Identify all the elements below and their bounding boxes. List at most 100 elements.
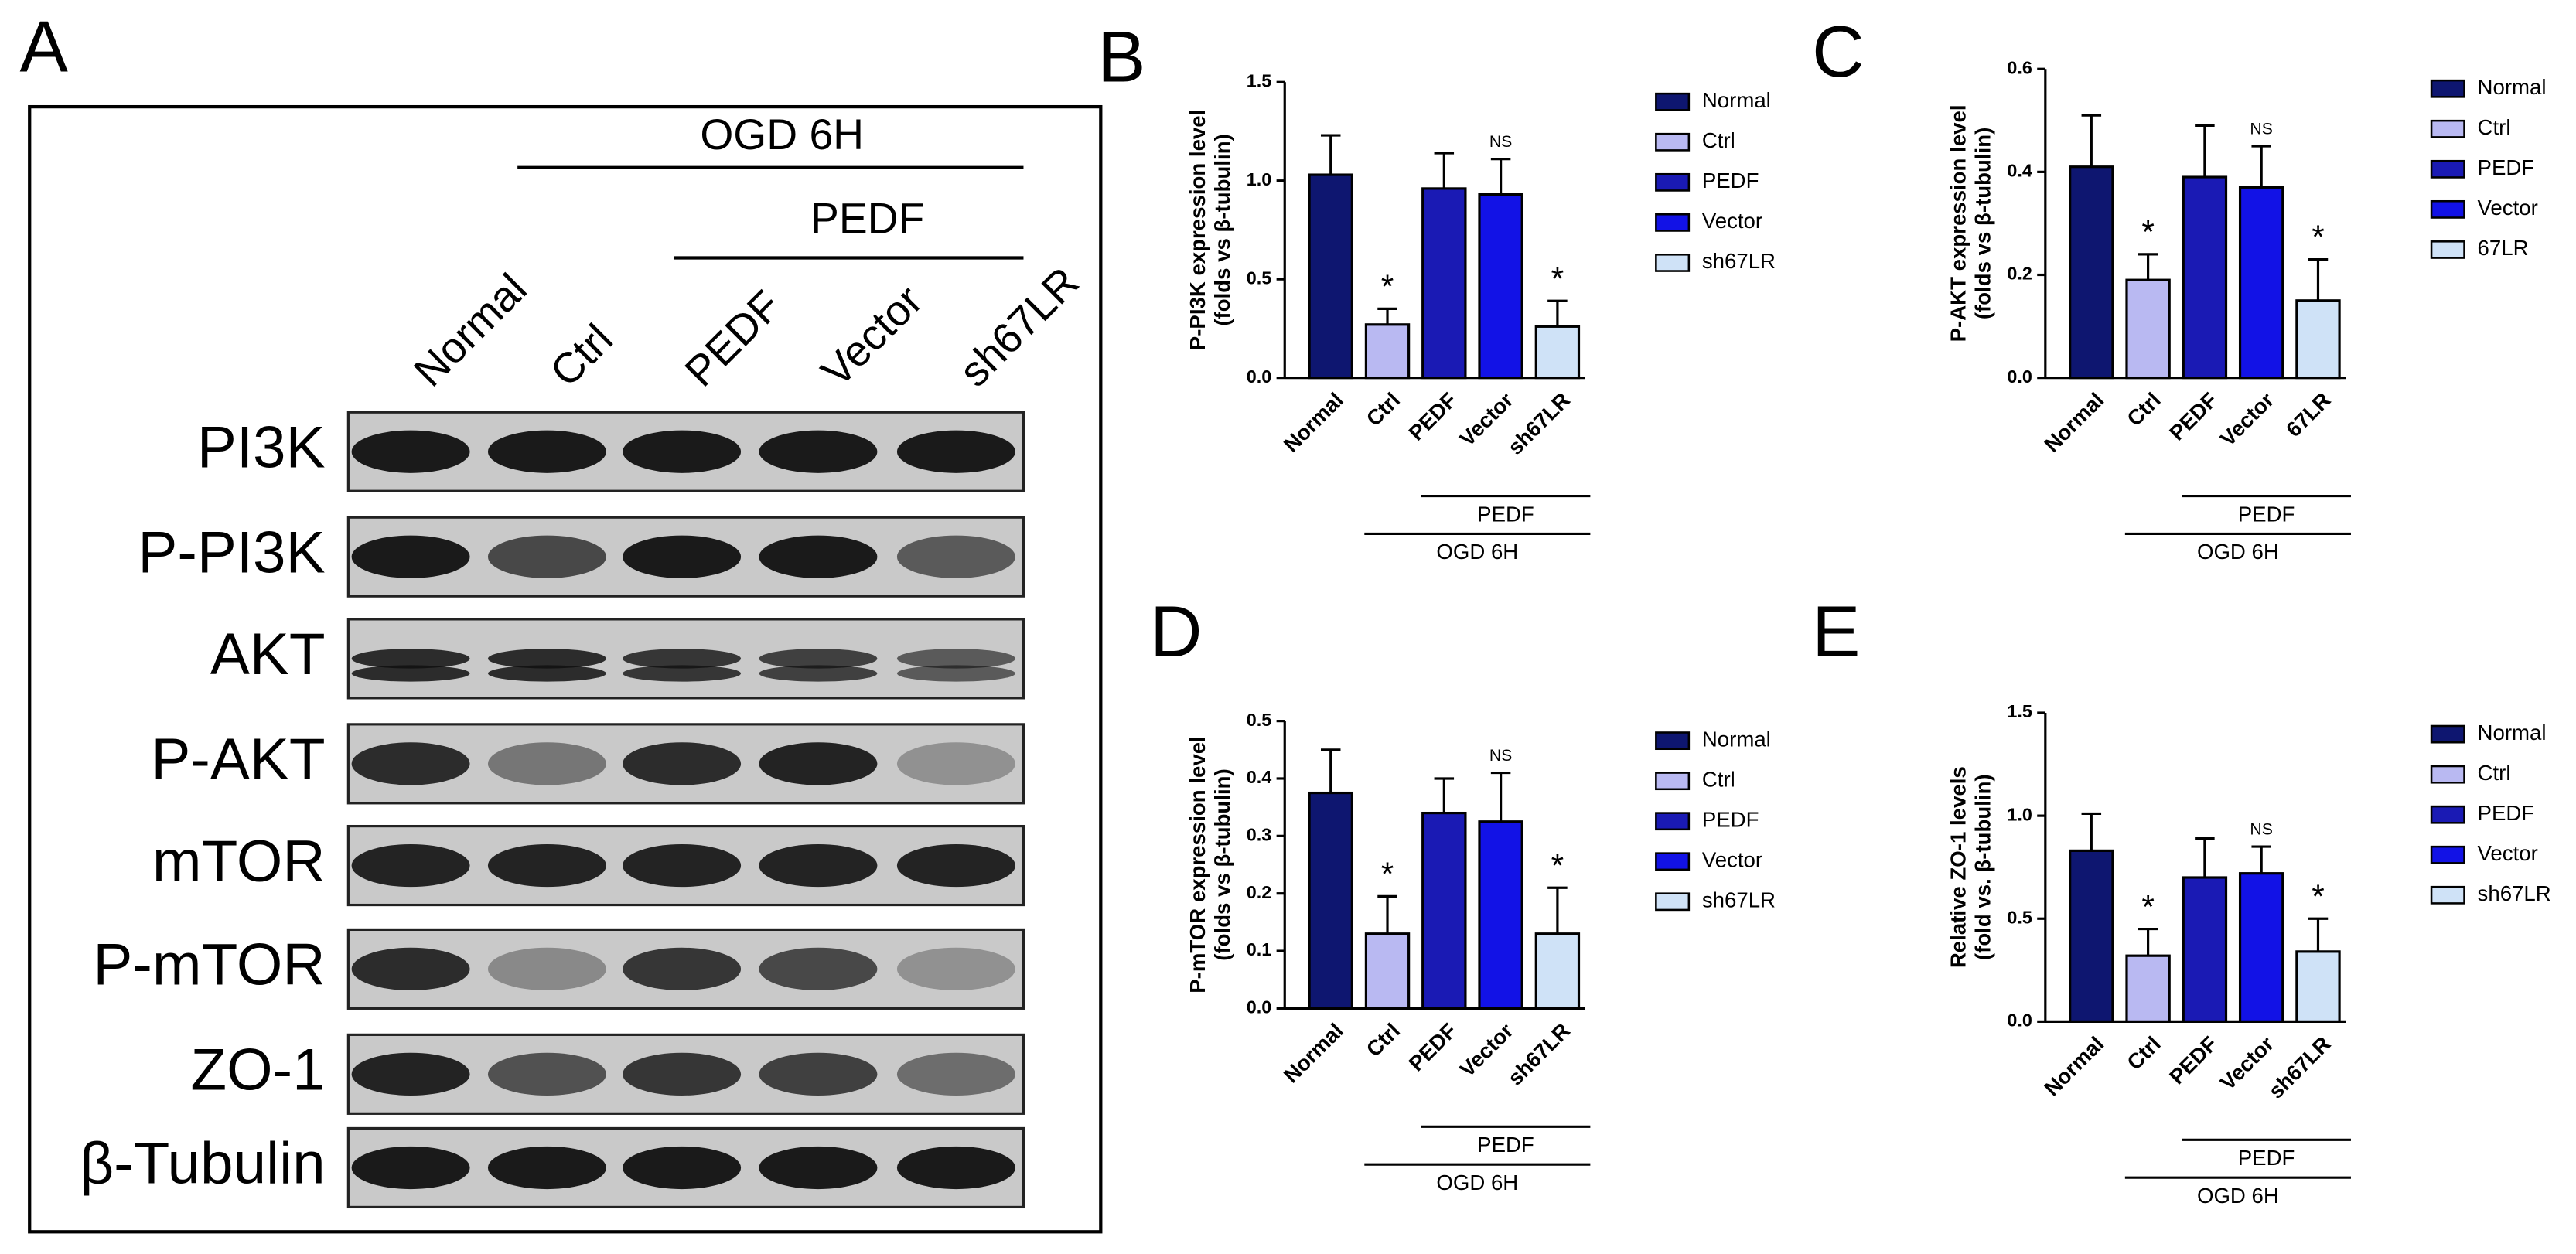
band	[896, 535, 1015, 578]
band	[351, 1146, 470, 1190]
legend-swatch	[2430, 159, 2465, 179]
legend-label: Vector	[1702, 209, 1762, 233]
legend-label: PEDF	[1702, 169, 1759, 193]
y-axis-label: (fold vs. β-tubulin)	[1971, 774, 1995, 960]
legend-label: PEDF	[1702, 808, 1759, 832]
x-tick-label: Vector	[2216, 387, 2279, 451]
x-tick-label: Ctrl	[2122, 1031, 2165, 1075]
legend-swatch	[2430, 765, 2465, 784]
group-label: PEDF	[2238, 502, 2295, 526]
band	[623, 1052, 742, 1096]
y-tick-label: 0.5	[2007, 907, 2032, 927]
protein-label: AKT	[210, 622, 326, 687]
legend-swatch	[1655, 172, 1691, 192]
y-tick-label: 0.0	[2007, 366, 2032, 387]
y-tick-label: 0.5	[1247, 267, 1271, 288]
y-tick-label: 1.5	[2007, 701, 2032, 721]
lane-label: Normal	[404, 264, 536, 396]
legend-swatch	[2430, 240, 2465, 259]
band	[487, 742, 606, 785]
band	[896, 947, 1015, 991]
group-label: OGD 6H	[1436, 1171, 1518, 1194]
x-tick-label: PEDF	[2165, 388, 2222, 445]
bar	[1308, 791, 1353, 1010]
x-tick-label: Ctrl	[1362, 1018, 1405, 1061]
band	[759, 430, 878, 473]
bar	[2125, 278, 2171, 380]
legend-label: sh67LR	[2478, 881, 2551, 905]
x-tick-label: Ctrl	[1362, 388, 1405, 431]
x-tick-label: sh67LR	[1503, 1018, 1575, 1089]
y-tick-label: 0.2	[2007, 264, 2032, 284]
band	[623, 843, 742, 888]
bar	[1308, 173, 1353, 380]
group-label: PEDF	[2238, 1146, 2295, 1170]
lane-label: PEDF	[676, 281, 790, 396]
y-tick-label: 0.4	[1247, 767, 1271, 787]
y-tick-label: 0.0	[1247, 997, 1271, 1017]
bar	[2069, 165, 2114, 380]
legend-swatch	[2430, 805, 2465, 824]
band	[623, 649, 742, 669]
bar	[1364, 932, 1411, 1010]
x-tick-label: sh67LR	[1503, 388, 1575, 459]
legend-label: PEDF	[2478, 801, 2535, 825]
band	[623, 1146, 742, 1190]
band	[351, 649, 470, 669]
legend-label: Vector	[2478, 841, 2538, 865]
group-label: PEDF	[1477, 1133, 1534, 1157]
legend-swatch	[1655, 812, 1691, 831]
significance: *	[1381, 269, 1394, 305]
panel-label: D	[1150, 591, 1203, 672]
y-tick-label: 0.5	[1247, 710, 1271, 730]
bar	[1534, 325, 1581, 380]
significance: *	[2141, 889, 2155, 925]
bar	[1421, 187, 1467, 380]
band	[759, 843, 878, 888]
x-tick-label: Normal	[1279, 388, 1348, 457]
band	[623, 535, 742, 578]
y-tick-label: 1.5	[1247, 70, 1271, 90]
legend-label: Vector	[1702, 848, 1762, 872]
protein-label: PI3K	[197, 414, 326, 480]
band	[759, 535, 878, 578]
band	[487, 843, 606, 888]
significance: *	[2312, 220, 2325, 256]
lane-label: Vector	[812, 276, 932, 396]
legend-swatch	[1655, 92, 1691, 111]
bar	[2238, 872, 2284, 1023]
protein-label: mTOR	[152, 829, 326, 894]
band	[351, 665, 470, 682]
band	[759, 947, 878, 991]
significance: NS	[1489, 132, 1513, 151]
group-label: OGD 6H	[2197, 1184, 2279, 1208]
lane-label: Ctrl	[541, 315, 622, 396]
band	[487, 535, 606, 578]
protein-label: ZO-1	[190, 1038, 325, 1103]
x-tick-label: Ctrl	[2122, 388, 2165, 431]
legend-swatch	[1655, 132, 1691, 152]
lane-label: sh67LR	[950, 257, 1087, 395]
legend-swatch	[1655, 254, 1691, 272]
legend-label: Normal	[2478, 721, 2547, 745]
band	[487, 1146, 606, 1190]
bar	[1364, 323, 1411, 380]
band	[896, 665, 1015, 682]
band	[759, 742, 878, 785]
x-tick-label: 67LR	[2281, 388, 2335, 442]
y-tick-label: 1.0	[1247, 169, 1271, 189]
x-tick-label: Normal	[2039, 388, 2108, 457]
bar	[1478, 820, 1523, 1010]
significance: NS	[1489, 746, 1513, 765]
protein-label: β-Tubulin	[80, 1131, 325, 1197]
band	[759, 1052, 878, 1096]
band	[623, 947, 742, 991]
blot-header: OGD 6H	[700, 111, 864, 158]
x-tick-label: Normal	[2039, 1031, 2108, 1100]
bar	[1421, 811, 1467, 1010]
bar	[1478, 193, 1523, 380]
y-axis-label: P-mTOR expression level	[1186, 736, 1210, 993]
y-tick-label: 0.0	[2007, 1010, 2032, 1031]
legend-label: Ctrl	[2478, 761, 2511, 785]
y-tick-label: 0.4	[2007, 161, 2032, 181]
